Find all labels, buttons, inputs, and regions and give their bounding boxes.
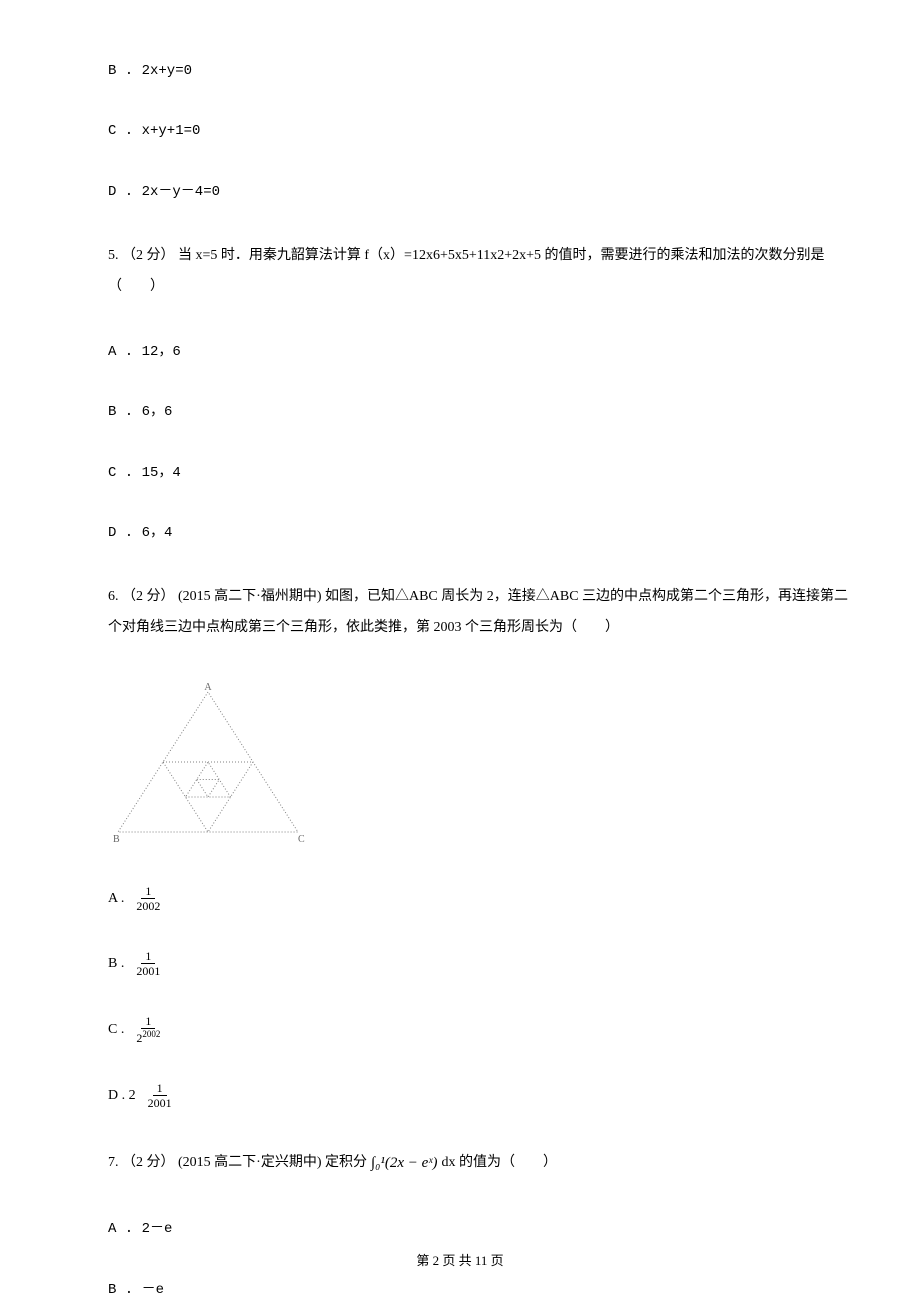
q6-optd-label: D . 2 [108,1085,136,1107]
q5-option-d: D . 6，4 [108,522,850,544]
q7-option-a: A . 2－e [108,1218,850,1240]
q7-option-b: B . －e [108,1279,850,1301]
q4-optb-text: B . 2x+y=0 [108,63,192,79]
q5-opta-text: A . 12，6 [108,344,181,360]
q6-content: 6. （2 分） (2015 高二下·福州期中) 如图，已知△ABC 周长为 2… [108,589,848,635]
q4-option-c: C . x+y+1=0 [108,120,850,142]
small-triangle-2 [197,779,220,797]
page-footer: 第 2 页 共 11 页 [0,1251,920,1272]
label-a: A [204,682,212,693]
q5-optc-text: C . 15，4 [108,465,181,481]
q7-before: 7. （2 分） (2015 高二下·定兴期中) 定积分 [108,1148,367,1179]
q7-opta-text: A . 2－e [108,1221,172,1237]
sierpinski-triangle-svg: A B C [108,682,308,847]
q5-content: 5. （2 分） 当 x=5 时．用秦九韶算法计算 f（x）=12x6+5x5+… [108,248,825,294]
q5-option-c: C . 15，4 [108,462,850,484]
q6-optd-num: 1 [153,1082,167,1096]
q5-optd-text: D . 6，4 [108,525,172,541]
q6-opta-den: 2002 [132,899,164,912]
q6-optb-den: 2001 [132,964,164,977]
q4-option-d: D . 2x－y－4=0 [108,181,850,203]
q6-optc-label: C . [108,1019,124,1041]
q6-opta-num: 1 [141,885,155,899]
q6-optb-label: B . [108,953,124,975]
q6-option-a: A . 1 2002 [108,885,850,912]
integral-formula: ∫₀¹(2x − eˣ) [371,1155,437,1171]
q6-option-d: D . 2 1 2001 [108,1082,850,1109]
label-c: C [298,834,305,845]
q6-option-c: C . 1 22002 [108,1015,850,1044]
q6-optd-den: 2001 [144,1096,176,1109]
label-b: B [113,834,120,845]
small-triangle-1 [186,762,231,797]
triangle-figure: A B C [108,682,850,855]
q5-text: 5. （2 分） 当 x=5 时．用秦九韶算法计算 f（x）=12x6+5x5+… [108,241,850,303]
q6-optd-fraction: 1 2001 [144,1082,176,1109]
q6-optb-fraction: 1 2001 [132,950,164,977]
footer-text: 第 2 页 共 11 页 [416,1253,503,1268]
q4-optd-text: D . 2x－y－4=0 [108,184,220,200]
q6-optc-num: 1 [141,1015,155,1029]
q6-optc-den: 22002 [132,1029,164,1044]
q6-optc-exp: 2002 [142,1029,160,1039]
q5-optb-text: B . 6，6 [108,404,172,420]
q5-option-a: A . 12，6 [108,341,850,363]
q7-text: 7. （2 分） (2015 高二下·定兴期中) 定积分 ∫₀¹(2x − eˣ… [108,1147,850,1180]
integral-expression: ∫₀¹(2x − eˣ) [371,1147,437,1180]
q6-optc-fraction: 1 22002 [132,1015,164,1044]
q6-opta-fraction: 1 2002 [132,885,164,912]
q6-optb-num: 1 [141,950,155,964]
q6-text: 6. （2 分） (2015 高二下·福州期中) 如图，已知△ABC 周长为 2… [108,582,850,644]
mid-triangle [163,762,253,832]
q7-optb-text: B . －e [108,1282,164,1298]
q7-after: dx 的值为（ ） [441,1148,557,1179]
q4-optc-text: C . x+y+1=0 [108,123,200,139]
q4-option-b: B . 2x+y=0 [108,60,850,82]
q5-option-b: B . 6，6 [108,401,850,423]
q6-option-b: B . 1 2001 [108,950,850,977]
q6-opta-label: A . [108,888,124,910]
